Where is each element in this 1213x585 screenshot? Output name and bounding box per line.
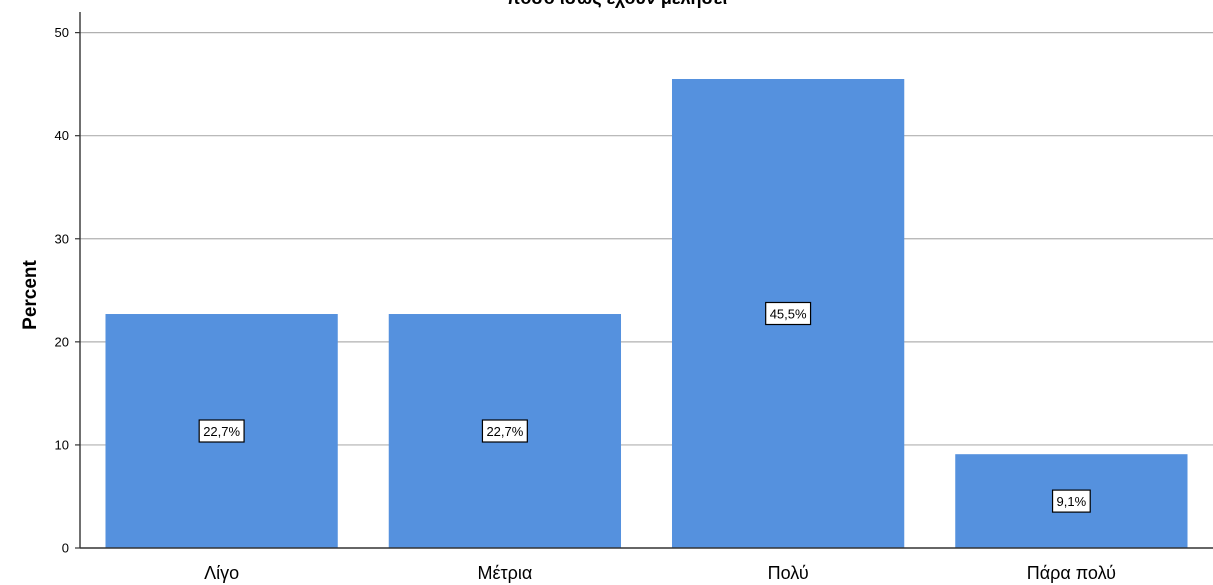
- bars: [105, 79, 1188, 548]
- y-tick-label: 20: [55, 334, 69, 349]
- y-tick-label: 50: [55, 25, 69, 40]
- y-tick-label: 30: [55, 231, 69, 246]
- x-tick-label: Πολύ: [768, 563, 809, 583]
- data-label-box: [481, 419, 528, 443]
- y-tick-label: 10: [55, 437, 69, 452]
- data-label-text: 45,5%: [770, 307, 807, 322]
- data-label-text: 22,7%: [203, 424, 240, 439]
- axes: 0 10 20 30 40 50 Λίγο Μέτρια Πολύ Πάρα πολύ: [55, 12, 1213, 583]
- data-label-text: 9,1%: [1057, 494, 1087, 509]
- y-tick-label: 0: [62, 541, 69, 556]
- data-label: 22,7%: [198, 419, 245, 443]
- data-label-box: [1051, 489, 1091, 513]
- y-axis-label: Percent: [20, 259, 41, 329]
- data-label: 9,1%: [1051, 489, 1091, 513]
- data-label: 45,5%: [765, 301, 812, 326]
- x-tick-label: Λίγο: [204, 563, 239, 583]
- data-label: 22,7%: [481, 419, 528, 443]
- data-label-text: 22,7%: [486, 424, 523, 439]
- x-tick-label: Πάρα πολύ: [1027, 563, 1116, 583]
- y-tick-label: 40: [55, 128, 69, 143]
- x-tick-label: Μέτρια: [477, 563, 532, 583]
- data-label-box: [765, 301, 812, 326]
- data-labels: 22,7% 22,7% 45,5% 9,1%: [198, 301, 1091, 513]
- data-label-box: [198, 419, 245, 443]
- chart-title: πόσο ίσως έχουν μελήσει: [507, 0, 728, 8]
